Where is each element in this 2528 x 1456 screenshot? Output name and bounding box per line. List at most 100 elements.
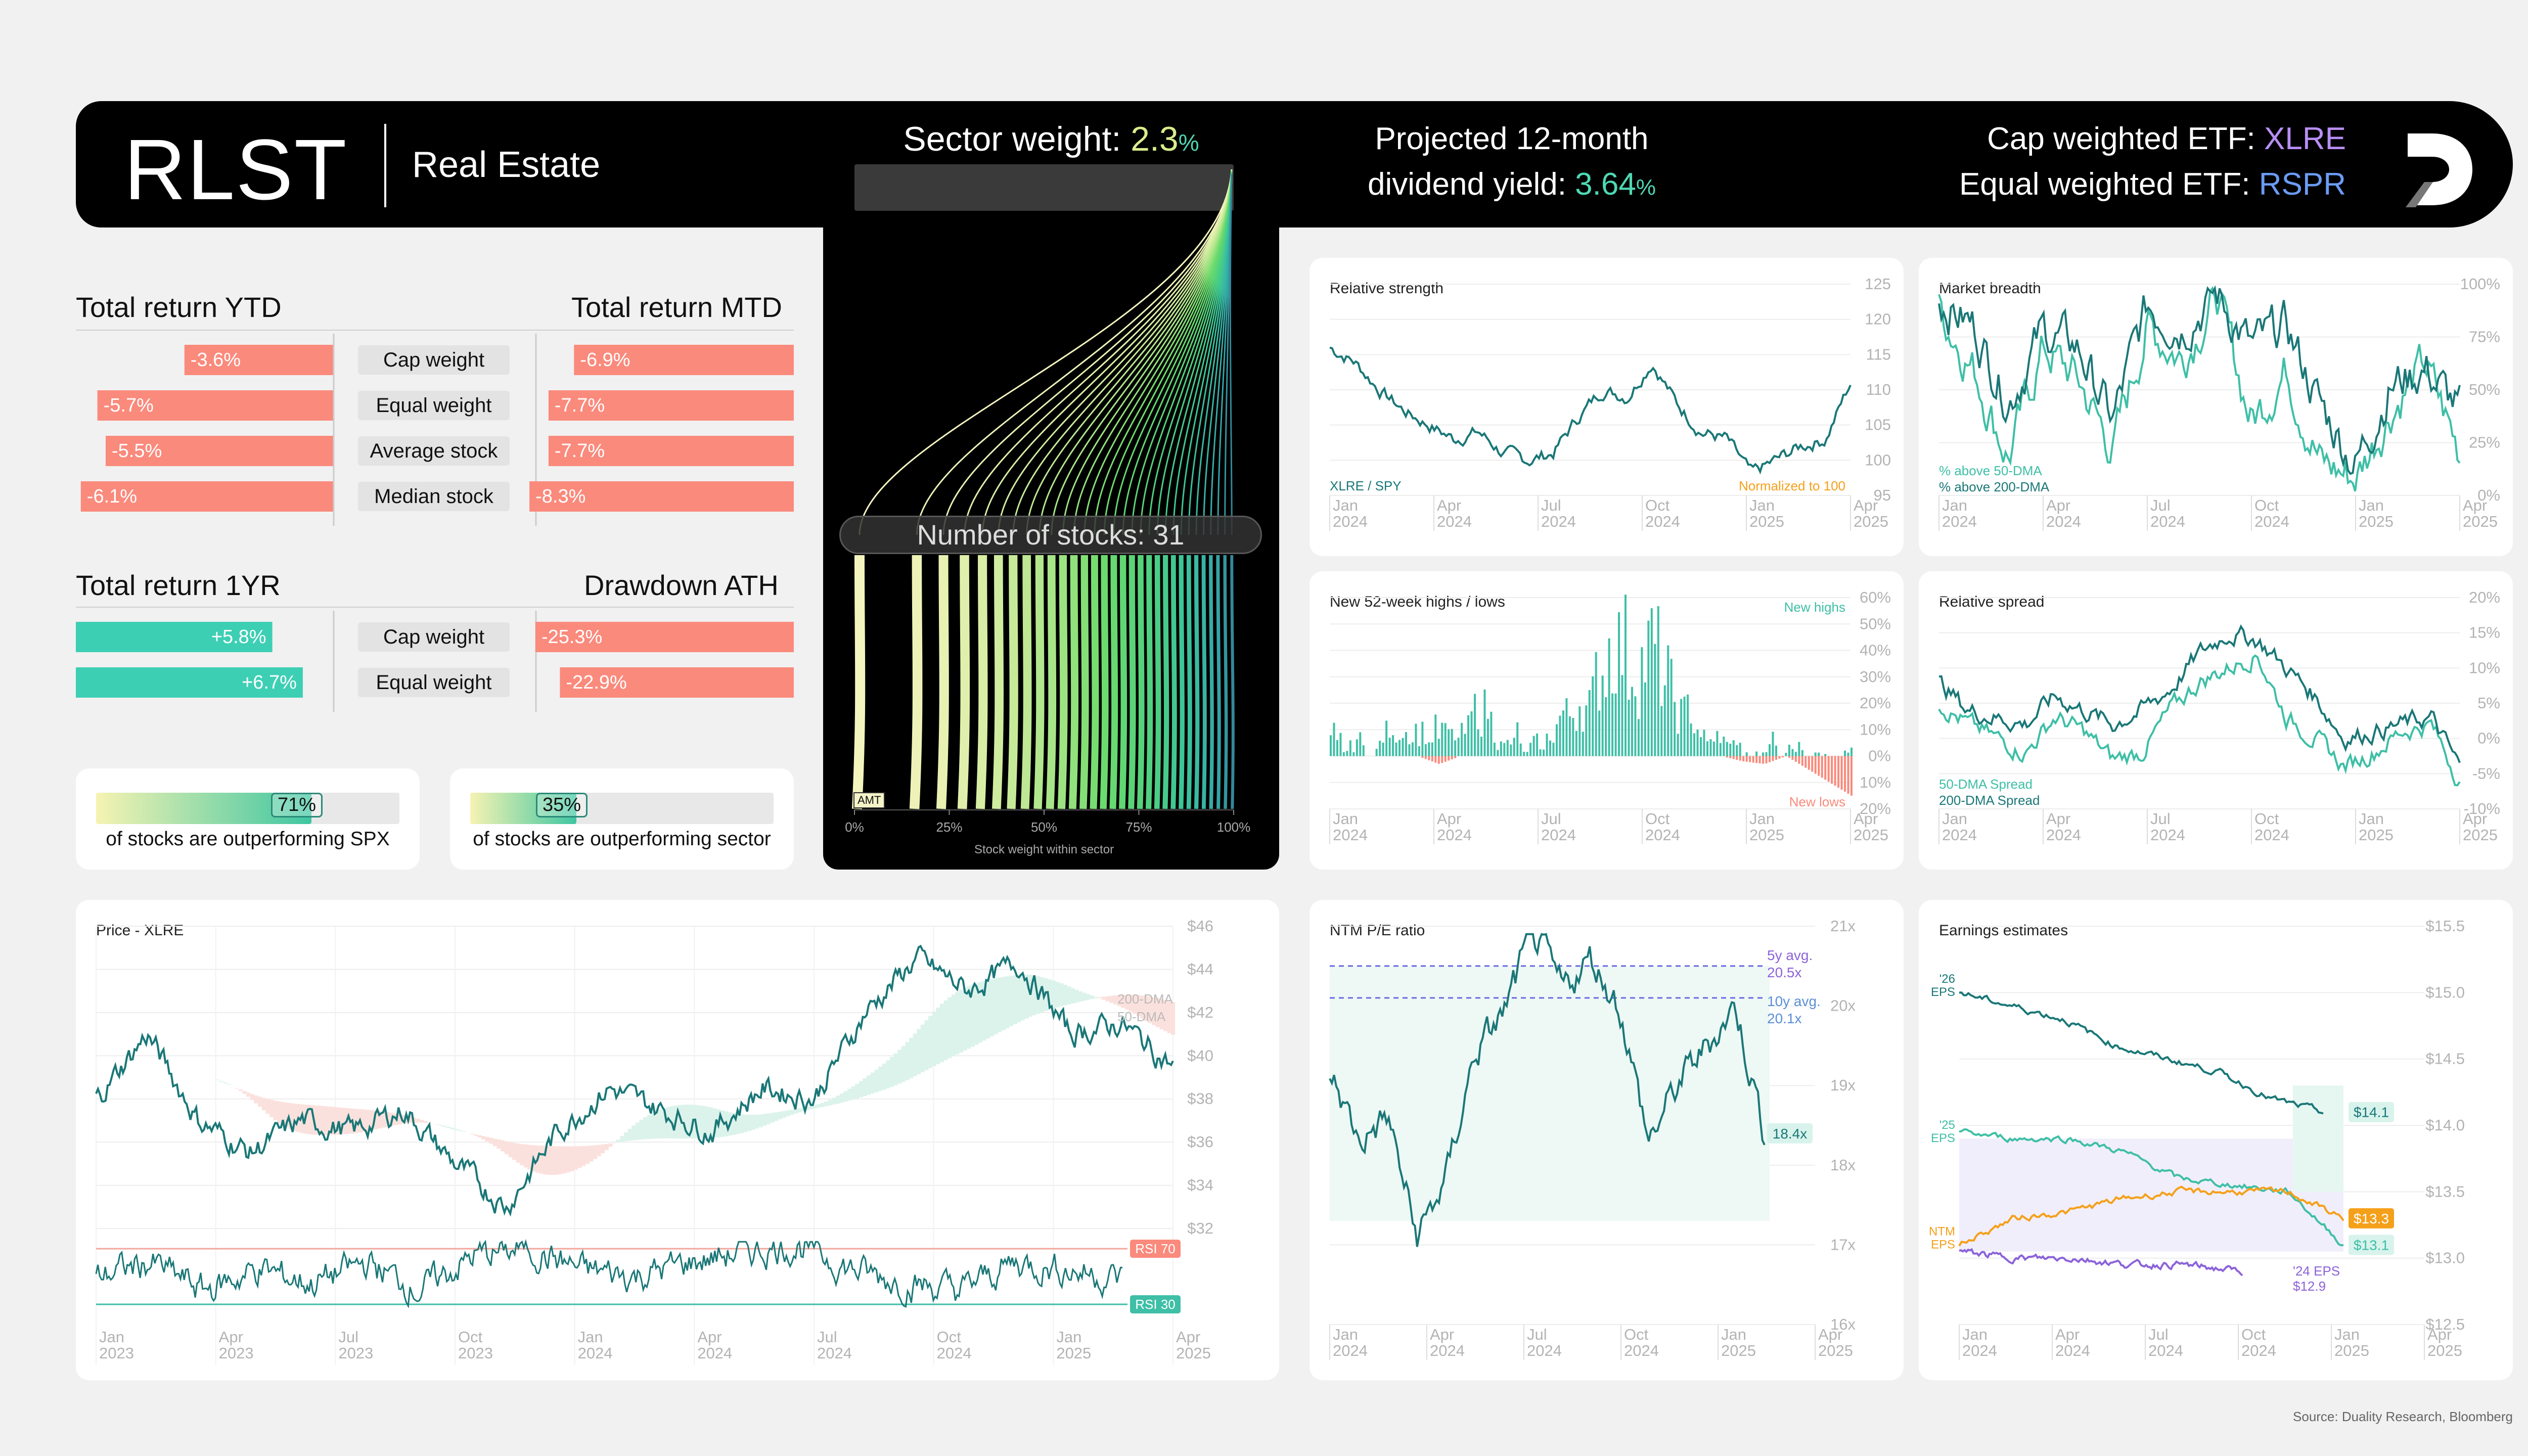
high-bar: [1582, 732, 1584, 756]
chart-title: Price - XLRE: [96, 922, 184, 939]
dma-band: [366, 1109, 370, 1131]
high-bar: [1519, 743, 1522, 756]
dma-band: [1051, 980, 1056, 1009]
low-bar: [1742, 756, 1745, 762]
dma-band: [1001, 977, 1006, 1030]
dma-band: [986, 980, 990, 1039]
x-tick-label: Jul: [1527, 1326, 1547, 1343]
dma-band: [824, 1101, 829, 1107]
x-tick-label: 2024: [1437, 826, 1472, 844]
low-bar: [1827, 756, 1830, 782]
row-label: Median stock: [358, 482, 510, 511]
dma-band: [597, 1145, 601, 1157]
stock-band: [1046, 555, 1057, 809]
dma-band: [928, 1016, 933, 1068]
price-line: [95, 944, 1174, 1217]
low-bar: [1772, 756, 1774, 761]
stock-curve: [1026, 170, 1233, 535]
low-bar: [1821, 756, 1823, 778]
dma-band: [863, 1078, 867, 1097]
y-tick-label: 125: [1865, 275, 1891, 293]
high-bar: [1480, 737, 1482, 756]
dma-band: [570, 1146, 574, 1171]
high-bar: [1791, 749, 1794, 756]
y-tick-label: 25%: [2469, 434, 2500, 451]
dma-band: [990, 979, 995, 1037]
legend-label: XLRE / SPY: [1330, 478, 1402, 493]
x-tick-label: Jul: [338, 1328, 358, 1346]
dma-band: [959, 989, 964, 1053]
stock-band: [1079, 555, 1089, 809]
y-tick-label: $14.5: [2425, 1050, 2465, 1068]
y-tick-label: $13.5: [2425, 1182, 2465, 1200]
series-line: [1329, 346, 1852, 475]
high-bar: [1585, 705, 1588, 756]
x-tick-label: Jan: [1962, 1326, 1988, 1343]
series-line: [1329, 933, 1766, 1247]
dma-band: [620, 1135, 624, 1142]
high-bar: [1379, 741, 1381, 756]
y-tick-label: 20%: [1860, 694, 1891, 712]
y-tick-label: 10%: [1860, 774, 1891, 791]
value-badge: [2349, 1102, 2394, 1122]
high-bar: [1709, 739, 1712, 756]
dma-band: [682, 1105, 686, 1139]
dma-band: [458, 1130, 463, 1131]
dma-band: [215, 1079, 220, 1080]
return-bar: [106, 436, 334, 466]
relative-spread-chart: Relative spread 20%15%10%5%0%-5%-10%Jan20…: [1938, 588, 2500, 844]
x-tick-label: 2024: [1333, 513, 1368, 530]
low-bar: [1736, 756, 1738, 760]
dma-band: [982, 981, 986, 1041]
dma-band: [219, 1080, 223, 1082]
high-bar: [1402, 738, 1404, 756]
sector-weight-bar: [854, 164, 1234, 211]
return-bar-label: +6.7%: [242, 672, 297, 693]
ticker: RLST: [124, 122, 348, 218]
dma-band: [705, 1106, 709, 1139]
dma-band: [743, 1114, 748, 1132]
high-bar: [1359, 732, 1362, 756]
y-tick-label: 0%: [2477, 486, 2500, 504]
dma-band: [1013, 975, 1017, 1024]
dma-band: [512, 1143, 517, 1160]
dma-band: [585, 1146, 590, 1164]
x-tick-label: 2025: [2463, 513, 2498, 530]
high-bar: [1794, 752, 1797, 756]
return-bar: [76, 667, 303, 698]
dma-band: [462, 1131, 466, 1132]
y-tick-label: 105: [1865, 416, 1891, 434]
x-tick-label: Apr: [2463, 810, 2487, 828]
dma-band: [315, 1105, 320, 1135]
x-tick-label: 2024: [2148, 1342, 2183, 1359]
y-tick-label: $38: [1187, 1090, 1213, 1108]
return-bar-label: -8.3%: [535, 486, 585, 507]
y-tick-label: $40: [1187, 1046, 1213, 1064]
high-bar: [1588, 690, 1591, 756]
high-bar: [1330, 735, 1332, 756]
stock-curve: [1039, 170, 1233, 535]
dma-band: [1105, 996, 1110, 1002]
y-tick-label: 18x: [1830, 1156, 1856, 1174]
dma-band: [1048, 979, 1052, 1010]
high-bar: [1650, 608, 1653, 756]
low-bar: [1726, 756, 1728, 758]
low-bar: [1844, 756, 1846, 792]
range-band: [2293, 1085, 2343, 1192]
amt-label: AMT: [853, 792, 885, 808]
low-bar: [1434, 756, 1437, 763]
y-tick-label: 95: [1874, 486, 1891, 504]
outperform-spx-bar: [96, 793, 399, 824]
y-tick-label: -10%: [2464, 800, 2500, 817]
x-tick-label: Jul: [817, 1328, 837, 1346]
dma-band: [408, 1116, 413, 1123]
y-tick-label: 21x: [1830, 917, 1856, 935]
dma-band: [820, 1103, 825, 1107]
dma-band: [1028, 975, 1033, 1017]
high-bar: [1657, 606, 1659, 756]
x-tick-label: Apr: [1437, 810, 1461, 828]
dma-band: [612, 1143, 617, 1144]
high-bar: [1683, 696, 1686, 756]
legend-label: New highs: [1784, 600, 1845, 615]
dma-band: [924, 1020, 929, 1070]
